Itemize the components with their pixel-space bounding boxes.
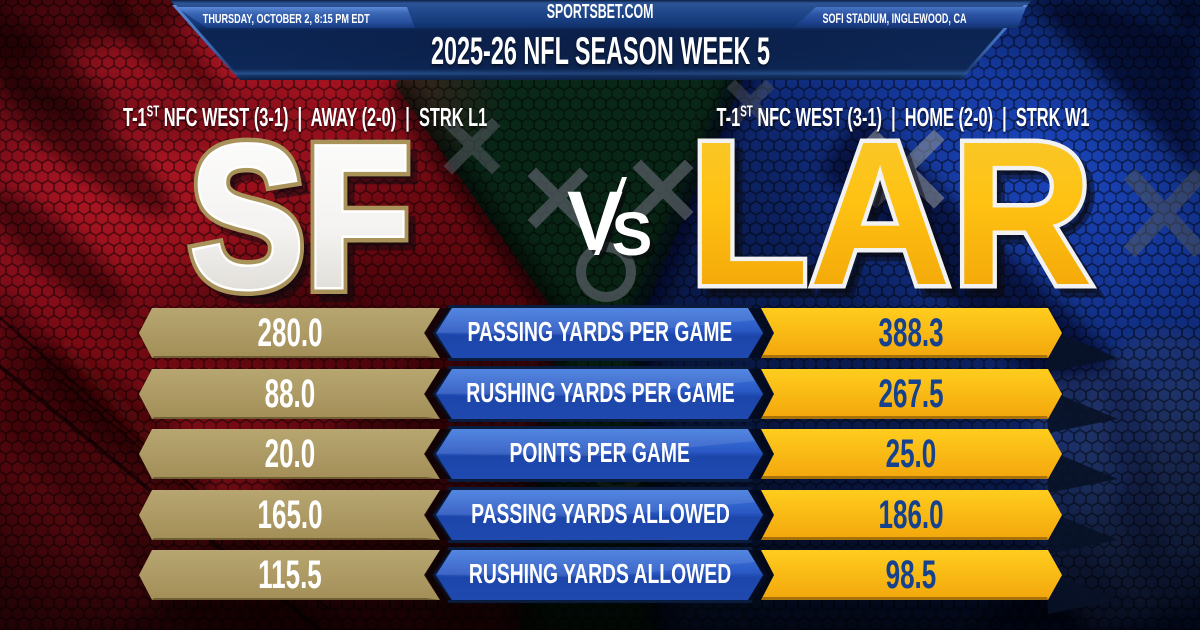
svg-text:SF: SF: [189, 104, 411, 320]
svg-text:S: S: [612, 200, 653, 268]
svg-text:SF: SF: [197, 113, 419, 320]
svg-text:LAR: LAR: [697, 107, 1101, 320]
svg-text:LAR: LAR: [689, 98, 1093, 320]
svg-text:SF: SF: [189, 104, 411, 320]
svg-text:S: S: [616, 204, 657, 272]
